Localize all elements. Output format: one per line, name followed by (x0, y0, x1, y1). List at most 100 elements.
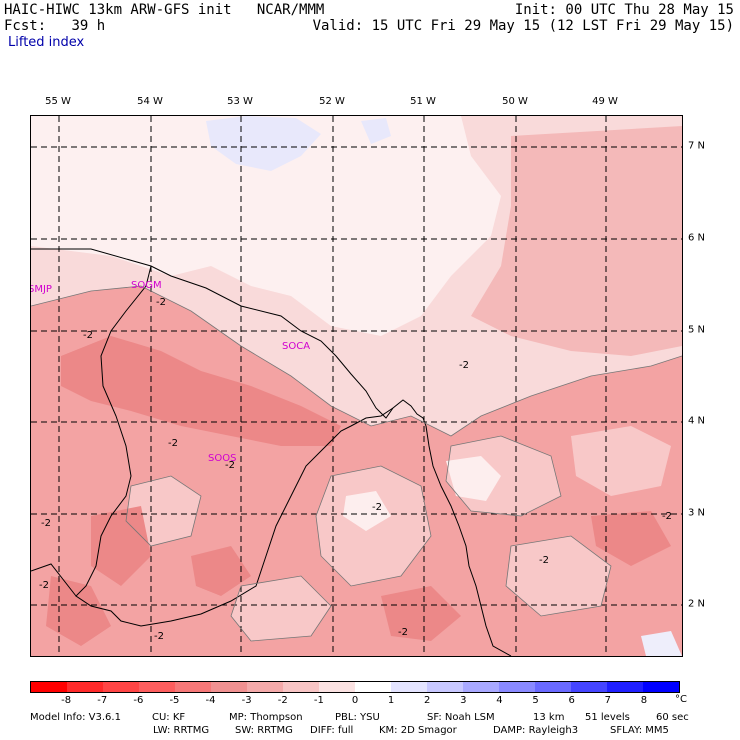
timestep: 60 sec (656, 712, 689, 723)
init-time: Init: 00 UTC Thu 28 May 15 (514, 2, 734, 18)
station-soos: SOOS (208, 453, 237, 464)
lifted-index-field (31, 116, 682, 656)
colorbar-swatch (103, 682, 139, 692)
model-info: Model Info: V3.6.1 (30, 712, 121, 723)
contour-label: -2 (225, 460, 235, 471)
organization: NCAR/MMM (256, 2, 325, 18)
lon-label-51w: 51 W (410, 96, 436, 107)
colorbar-unit: °C (675, 694, 687, 705)
pbl-scheme: PBL: YSU (335, 712, 380, 723)
colorbar-swatch (355, 682, 391, 692)
model-name: HAIC-HIWC 13km ARW-GFS init (4, 2, 232, 18)
colorbar-swatch (283, 682, 319, 692)
colorbar-swatch (247, 682, 283, 692)
grid-spacing: 13 km (533, 712, 565, 723)
contour-region-minus1 (571, 426, 671, 496)
contour-line (31, 285, 682, 437)
positive-patch (361, 118, 391, 144)
contour-label: -2 (154, 631, 164, 642)
country-border (425, 425, 512, 656)
contour-line (125, 475, 202, 547)
contour-label: -2 (39, 580, 49, 591)
contour-line (445, 435, 562, 517)
lat-label-6n: 6 N (688, 232, 706, 244)
damp-scheme: DAMP: Rayleigh3 (493, 725, 579, 736)
lon-label-50w: 50 W (502, 96, 528, 107)
contour-region-minus3 (591, 511, 671, 566)
contour-region-minus3 (191, 546, 251, 596)
country-border (75, 265, 394, 627)
valid-time: Valid: 15 UTC Fri 29 May 15 (12 LST Fri … (312, 18, 734, 34)
colorbar-tick-label: -5 (169, 695, 180, 706)
sf-scheme: SF: Noah LSM (427, 712, 495, 723)
forecast-hour: Fcst: 39 h (4, 18, 105, 34)
contour-region-minus1 (506, 536, 611, 616)
colorbar-tick-label: -6 (133, 695, 144, 706)
sw-scheme: SW: RRTMG (235, 725, 293, 736)
mp-scheme: MP: Thompson (229, 712, 303, 723)
contour-line (230, 575, 332, 642)
colorbar-tick-label: 2 (424, 695, 431, 706)
lat-label-4n: 4 N (688, 415, 706, 427)
lon-label-49w: 49 W (592, 96, 618, 107)
colorbar-tick-label: 0 (351, 695, 359, 706)
lat-label-3n: 3 N (688, 507, 706, 519)
colorbar-tick-label: -1 (313, 695, 324, 706)
neutral-region (343, 491, 391, 531)
contour-label: -2 (156, 297, 166, 308)
colorbar-swatch (391, 682, 427, 692)
field-name: Lifted index (8, 35, 85, 50)
contour-label: -2 (41, 518, 51, 529)
lon-label-52w: 52 W (319, 96, 345, 107)
km-scheme: KM: 2D Smagor (379, 725, 457, 736)
station-soca: SOCA (282, 341, 311, 352)
colorbar-tick-label: 6 (568, 695, 575, 706)
colorbar-swatch (211, 682, 247, 692)
colorbar-swatch (607, 682, 643, 692)
positive-patch (206, 116, 321, 171)
contour-line (505, 535, 612, 617)
lat-label-5n: 5 N (688, 324, 706, 336)
map-panel: SMJP SOGM SOCA SOOS -2 -2 -2 -2 -2 -2 -2… (30, 115, 683, 657)
country-border (31, 563, 77, 597)
colorbar-tick-label: 3 (460, 695, 467, 706)
fcst-label: Fcst: (4, 18, 47, 34)
neutral-region (446, 456, 501, 501)
graticule (31, 116, 682, 656)
colorbar-tick-label: 5 (532, 695, 539, 706)
contour-region-minus1 (471, 126, 682, 356)
station-sogm: SOGM (131, 280, 162, 291)
lat-label-2n: 2 N (688, 598, 706, 610)
lon-label-53w: 53 W (227, 96, 253, 107)
neutral-region (31, 116, 501, 336)
contour-label: -2 (398, 627, 408, 638)
colorbar-swatch (463, 682, 499, 692)
contour-label: -2 (83, 330, 93, 341)
contour-label: -2 (662, 511, 672, 522)
colorbar-swatch (31, 682, 67, 692)
diff-scheme: DIFF: full (310, 725, 354, 736)
contour-region-minus3 (381, 586, 461, 641)
colorbar-swatch (427, 682, 463, 692)
colorbar-swatch (139, 682, 175, 692)
colorbar-swatch (571, 682, 607, 692)
lon-label-54w: 54 W (137, 96, 163, 107)
colorbar-tick-label: 4 (496, 695, 503, 706)
colorbar-swatch (643, 682, 679, 692)
colorbar-tick-label: -8 (61, 695, 72, 706)
coastline (31, 248, 427, 427)
colorbar-tick-label: -3 (241, 695, 252, 706)
sflay-scheme: SFLAY: MM5 (610, 725, 669, 736)
colorbar-swatch (67, 682, 103, 692)
lat-label-7n: 7 N (688, 140, 706, 152)
lon-label-55w: 55 W (45, 96, 71, 107)
contour-label: -2 (459, 360, 469, 371)
contour-label: -2 (372, 502, 382, 513)
lw-scheme: LW: RRTMG (153, 725, 210, 736)
vertical-levels: 51 levels (585, 712, 630, 723)
cu-scheme: CU: KF (152, 712, 186, 723)
colorbar-tick-label: -2 (277, 695, 288, 706)
colorbar-tick-label: -4 (205, 695, 216, 706)
colorbar-tick-label: 7 (604, 695, 611, 706)
positive-patch (641, 631, 682, 656)
